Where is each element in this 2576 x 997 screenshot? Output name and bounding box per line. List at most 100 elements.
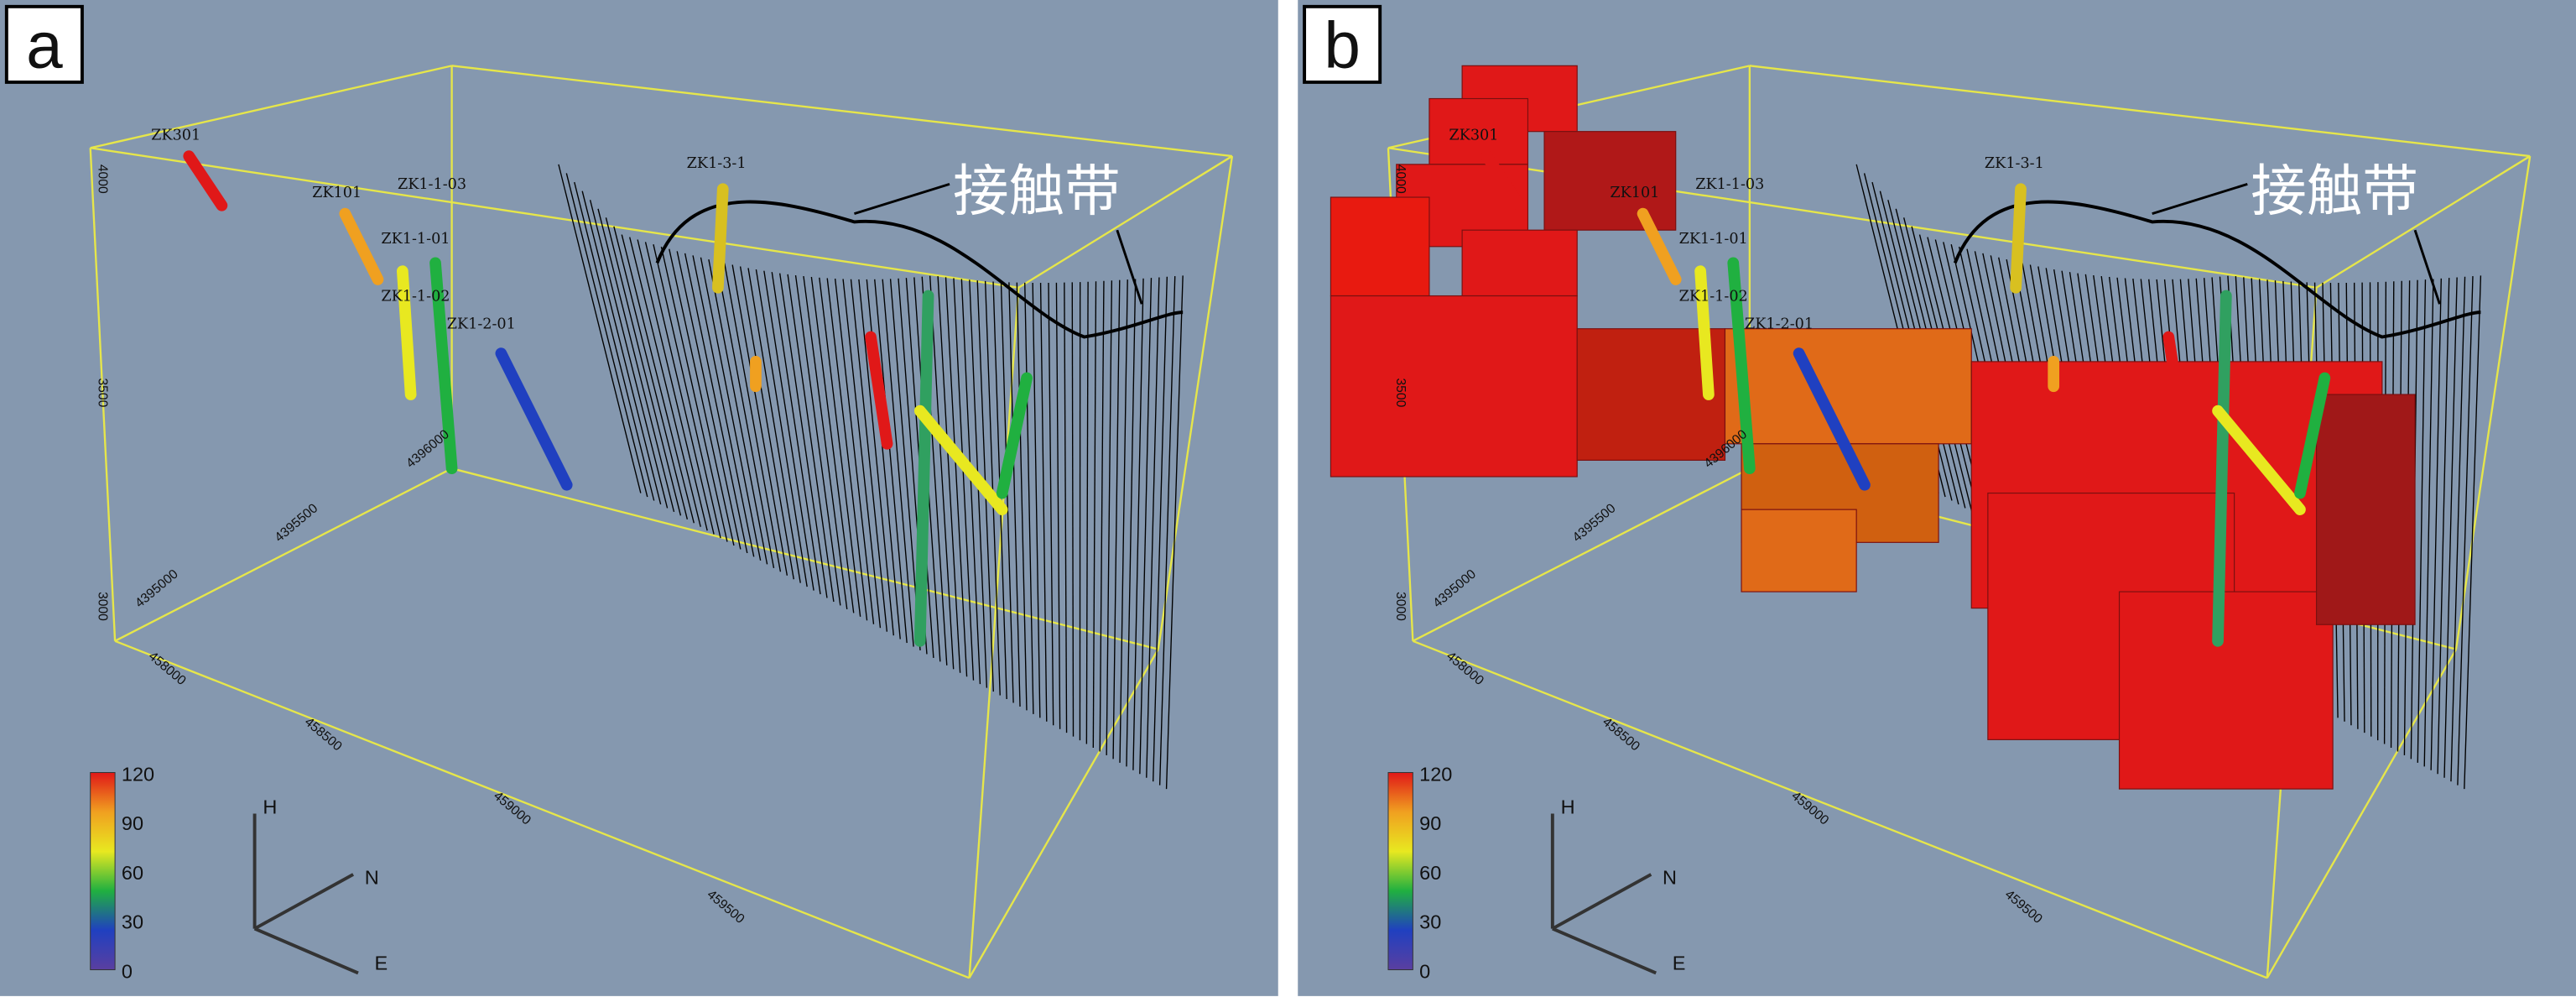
mesh-line (945, 277, 968, 677)
ore-block (2315, 394, 2416, 625)
box-edge (90, 65, 452, 149)
compass-arrow (253, 873, 355, 931)
box-edge (1412, 467, 1751, 642)
drill-label: ZK1-1-02 (381, 288, 450, 305)
compass-label: H (263, 796, 277, 817)
drill-label: ZK101 (1610, 185, 1659, 201)
ore-block (1724, 328, 1972, 445)
mesh-line (1126, 279, 1137, 767)
mesh-line (1032, 282, 1041, 718)
mesh-line (731, 264, 788, 576)
mesh-line (581, 191, 662, 505)
drill-hole (1727, 257, 1756, 475)
colorbar-tick: 0 (1419, 960, 1430, 982)
drill-label: ZK1-2-01 (447, 316, 516, 333)
mesh-line (558, 164, 642, 493)
mesh-line (763, 270, 814, 591)
mesh-line (1146, 277, 1160, 778)
mesh-line (960, 279, 981, 685)
mesh-line (2430, 278, 2442, 770)
contact-zone-label: 接触带 (953, 159, 1121, 224)
drill-hole (2212, 290, 2232, 647)
mesh-line (819, 277, 861, 617)
box-edge (2315, 155, 2531, 289)
mesh-line (858, 279, 894, 636)
mesh-line (1119, 279, 1128, 763)
drill-label: ZK101 (312, 185, 362, 201)
mesh-line (660, 246, 728, 542)
box-edge (2454, 155, 2532, 650)
ore-block (1330, 196, 1430, 297)
mesh-line (669, 248, 735, 546)
mesh-line (1158, 276, 1176, 786)
elevation-tick: 3500 (96, 378, 110, 407)
mesh-line (850, 279, 888, 632)
annotation-leader (1116, 229, 1143, 305)
drill-hole (913, 290, 934, 647)
mesh-line (2437, 278, 2450, 775)
contact-zone-label: 接触带 (2251, 159, 2418, 224)
box-edge (451, 65, 1233, 158)
ore-block (2118, 591, 2334, 790)
drill-label: ZK1-3-1 (1985, 155, 2044, 172)
drill-hole (396, 265, 417, 400)
colorbar-tick: 60 (122, 862, 143, 884)
mesh-line (803, 276, 848, 609)
mesh-line (700, 257, 762, 561)
colorbar (90, 772, 116, 971)
mesh-line (889, 279, 921, 651)
panel-label-box (4, 4, 84, 84)
ore-block (1741, 509, 1857, 592)
mesh-line (597, 208, 675, 513)
mesh-line (1132, 278, 1144, 770)
ore-block (1330, 295, 1578, 478)
box-edge (1749, 65, 2531, 158)
mesh-line (787, 274, 835, 603)
drill-hole (996, 372, 1033, 499)
mesh-line (676, 251, 742, 550)
mesh-line (565, 173, 648, 498)
mesh-line (692, 255, 755, 557)
box-edge (114, 467, 453, 642)
drill-hole (913, 405, 1008, 516)
panel-label-box (1303, 4, 1382, 84)
compass-label: E (375, 953, 388, 974)
annotation-leader (2152, 182, 2248, 216)
drill-label: ZK301 (151, 127, 200, 144)
mesh-line (605, 217, 682, 516)
drill-label: ZK1-2-01 (1745, 316, 1814, 333)
drill-hole (183, 150, 228, 211)
drill-label: ZK1-1-03 (1695, 176, 1764, 193)
drill-hole (495, 347, 573, 491)
mesh-line (1092, 281, 1097, 749)
mesh-line (937, 276, 961, 673)
drill-label: ZK301 (1449, 127, 1498, 144)
mesh-line (2423, 279, 2434, 767)
compass-arrow (253, 927, 359, 975)
mesh-line (1165, 275, 1184, 790)
mesh-line (882, 279, 914, 647)
elevation-tick: 3000 (1393, 592, 1408, 621)
colorbar-tick: 30 (1419, 911, 1441, 933)
drill-hole (1793, 347, 1871, 491)
mesh-line (1024, 282, 1034, 714)
drill-label: ZK1-1-02 (1679, 288, 1748, 305)
mesh-line (684, 253, 748, 554)
mesh-line (1039, 283, 1048, 722)
mesh-line (708, 258, 768, 565)
ore-block (1461, 229, 1578, 297)
box-edge (90, 147, 1019, 289)
box-edge (968, 649, 1159, 979)
mesh-line (644, 242, 715, 535)
box-edge (451, 467, 1159, 650)
drill-hole (2010, 183, 2027, 294)
drill-hole (1694, 265, 1715, 400)
elevation-tick: 4000 (96, 164, 110, 194)
mesh-line (2443, 277, 2458, 778)
colorbar-tick: 60 (1419, 862, 1441, 884)
mesh-line (653, 244, 721, 539)
panel-label: b (1324, 8, 1361, 81)
panel: ZK301 ZK101 ZK1-1-03 ZK1-1-01 ZK1-1-02 ZK1-2-… (1298, 0, 2576, 996)
colorbar-tick: 30 (122, 911, 143, 933)
drill-hole (2162, 331, 2191, 450)
